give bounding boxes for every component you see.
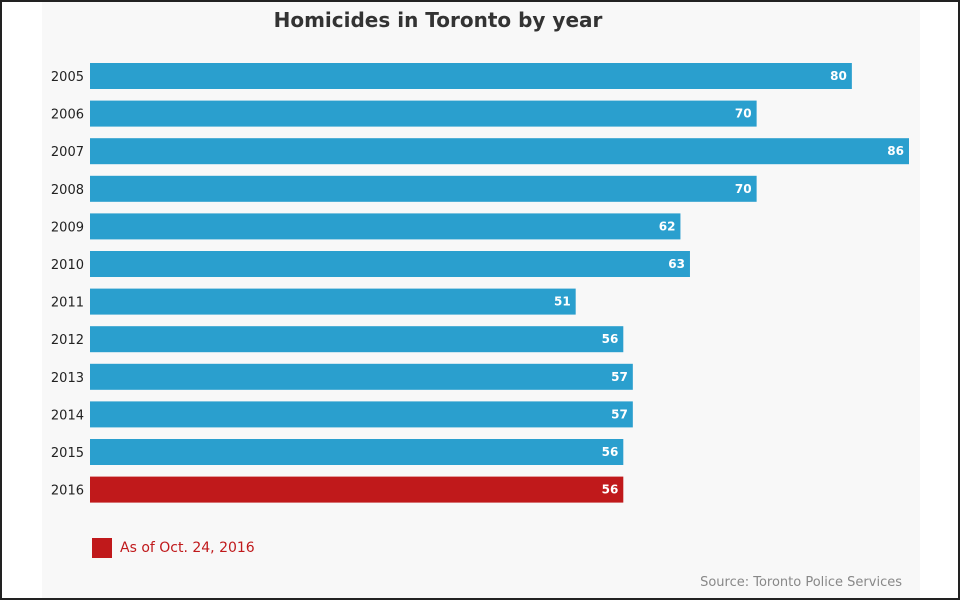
bar-2011 [90,288,576,315]
legend: As of Oct. 24, 2016 [92,538,255,558]
source-note: Source: Toronto Police Services [700,575,902,590]
bar-2008 [90,175,757,202]
bar-2016 [90,476,624,503]
bar-2015 [90,439,624,465]
bar-2010 [90,251,690,277]
bar-2013 [90,363,633,390]
category-label: 2015 [51,446,84,461]
bar-2014 [90,401,633,428]
value-label: 56 [602,483,619,497]
value-label: 57 [611,407,628,421]
value-label: 80 [830,69,847,83]
category-label: 2013 [51,371,84,386]
value-label: 56 [602,332,619,346]
bar-2007 [90,138,909,165]
value-label: 70 [735,182,752,196]
category-label: 2009 [51,220,84,235]
category-label: 2005 [51,70,84,85]
bar-2012 [90,326,624,353]
category-label: 2011 [51,296,84,311]
value-label: 57 [611,370,628,384]
value-label: 86 [887,144,904,158]
category-label: 2007 [51,145,84,160]
category-label: 2016 [51,484,84,499]
bar-2009 [90,213,681,240]
value-label: 62 [659,219,676,233]
value-label: 51 [554,295,571,309]
bar-2005 [90,63,852,89]
legend-swatch [92,538,112,558]
bar-2006 [90,100,757,127]
category-label: 2006 [51,108,84,123]
category-label: 2012 [51,333,84,348]
value-label: 63 [668,257,685,271]
category-label: 2010 [51,258,84,273]
value-label: 56 [602,445,619,459]
legend-label: As of Oct. 24, 2016 [120,540,255,556]
category-label: 2014 [51,408,84,423]
value-label: 70 [735,107,752,121]
chart-title: Homicides in Toronto by year [273,8,603,32]
category-label: 2008 [51,183,84,198]
